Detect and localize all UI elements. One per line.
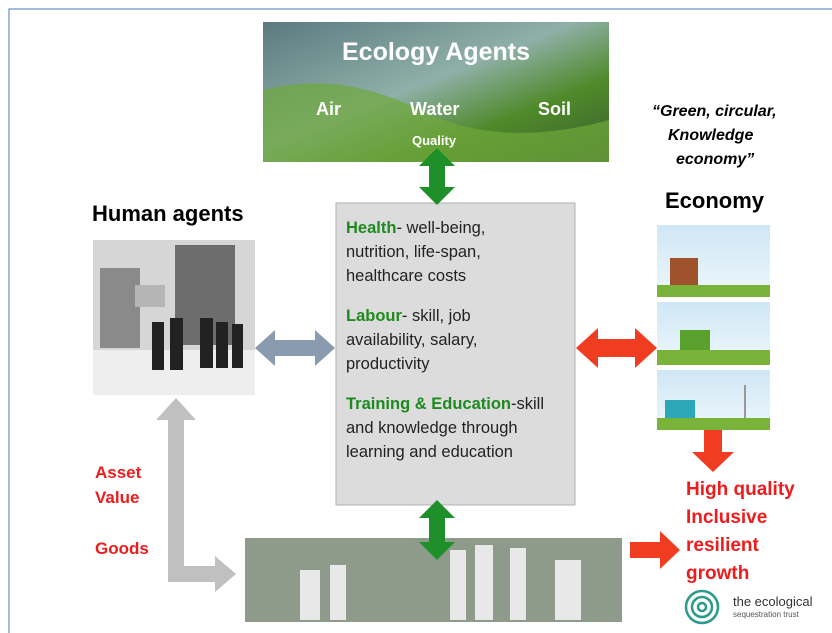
center-text: nutrition, life-span, — [346, 243, 481, 261]
center-text: availability, salary, — [346, 331, 477, 349]
outcome-line: resilient — [686, 535, 759, 557]
economy-images — [657, 225, 770, 430]
center-text: healthcare costs — [346, 267, 466, 285]
center-line: Health- well-being, — [346, 216, 574, 240]
logo-subtitle: sequestration trust — [733, 610, 799, 619]
center-line: productivity — [346, 352, 574, 376]
center-text: - well-being, — [396, 219, 485, 237]
outcome-line: Inclusive — [686, 507, 767, 529]
arrow — [576, 328, 657, 368]
center-line: and knowledge through — [346, 416, 574, 440]
center-line: nutrition, life-span, — [346, 240, 574, 264]
center-text: learning and education — [346, 443, 513, 461]
center-line: learning and education — [346, 440, 574, 464]
center-line: Labour- skill, job — [346, 304, 574, 328]
ecology-title: Ecology Agents — [263, 38, 609, 67]
center-line: healthcare costs — [346, 264, 574, 288]
human-title: Human agents — [92, 201, 244, 227]
center-text: and knowledge through — [346, 419, 518, 437]
arrow — [255, 330, 335, 366]
center-text: productivity — [346, 355, 429, 373]
asset-label: Asset — [95, 463, 141, 483]
center-text: -skill — [511, 395, 544, 413]
center-item: Health- well-being, nutrition, life-span,… — [346, 216, 574, 288]
quote-line: “Green, circular, — [652, 103, 777, 121]
center-term: Labour — [346, 307, 402, 325]
logo-mark — [686, 591, 718, 623]
billboard — [135, 285, 165, 307]
arrow — [156, 398, 236, 592]
arrow — [692, 430, 734, 472]
outcome-line: growth — [686, 563, 749, 585]
center-term: Training & Education — [346, 395, 511, 413]
center-term: Health — [346, 219, 396, 237]
ecology-label: Air — [316, 99, 341, 120]
arrow — [630, 531, 680, 569]
economy-title: Economy — [665, 188, 764, 214]
goods-label: Goods — [95, 539, 149, 559]
center-line: Training & Education-skill — [346, 392, 574, 416]
center-line: availability, salary, — [346, 328, 574, 352]
center-text: - skill, job — [402, 307, 471, 325]
outcome-line: High quality — [686, 479, 795, 501]
ecology-label: Soil — [538, 99, 571, 120]
center-item: Training & Education-skill and knowledge … — [346, 392, 574, 464]
page: Ecology Agents Air Water Soil Quality “G… — [0, 0, 832, 633]
quote-line: economy” — [676, 151, 754, 169]
ecology-sublabel: Quality — [412, 133, 456, 148]
asset-label: Value — [95, 488, 139, 508]
ecology-label: Water — [410, 99, 459, 120]
building — [100, 268, 140, 348]
logo-name: the ecological — [733, 594, 813, 609]
quote-line: Knowledge — [668, 127, 753, 145]
center-text: Health- well-being, nutrition, life-span,… — [346, 216, 574, 480]
center-item: Labour- skill, job availability, salary, p… — [346, 304, 574, 376]
